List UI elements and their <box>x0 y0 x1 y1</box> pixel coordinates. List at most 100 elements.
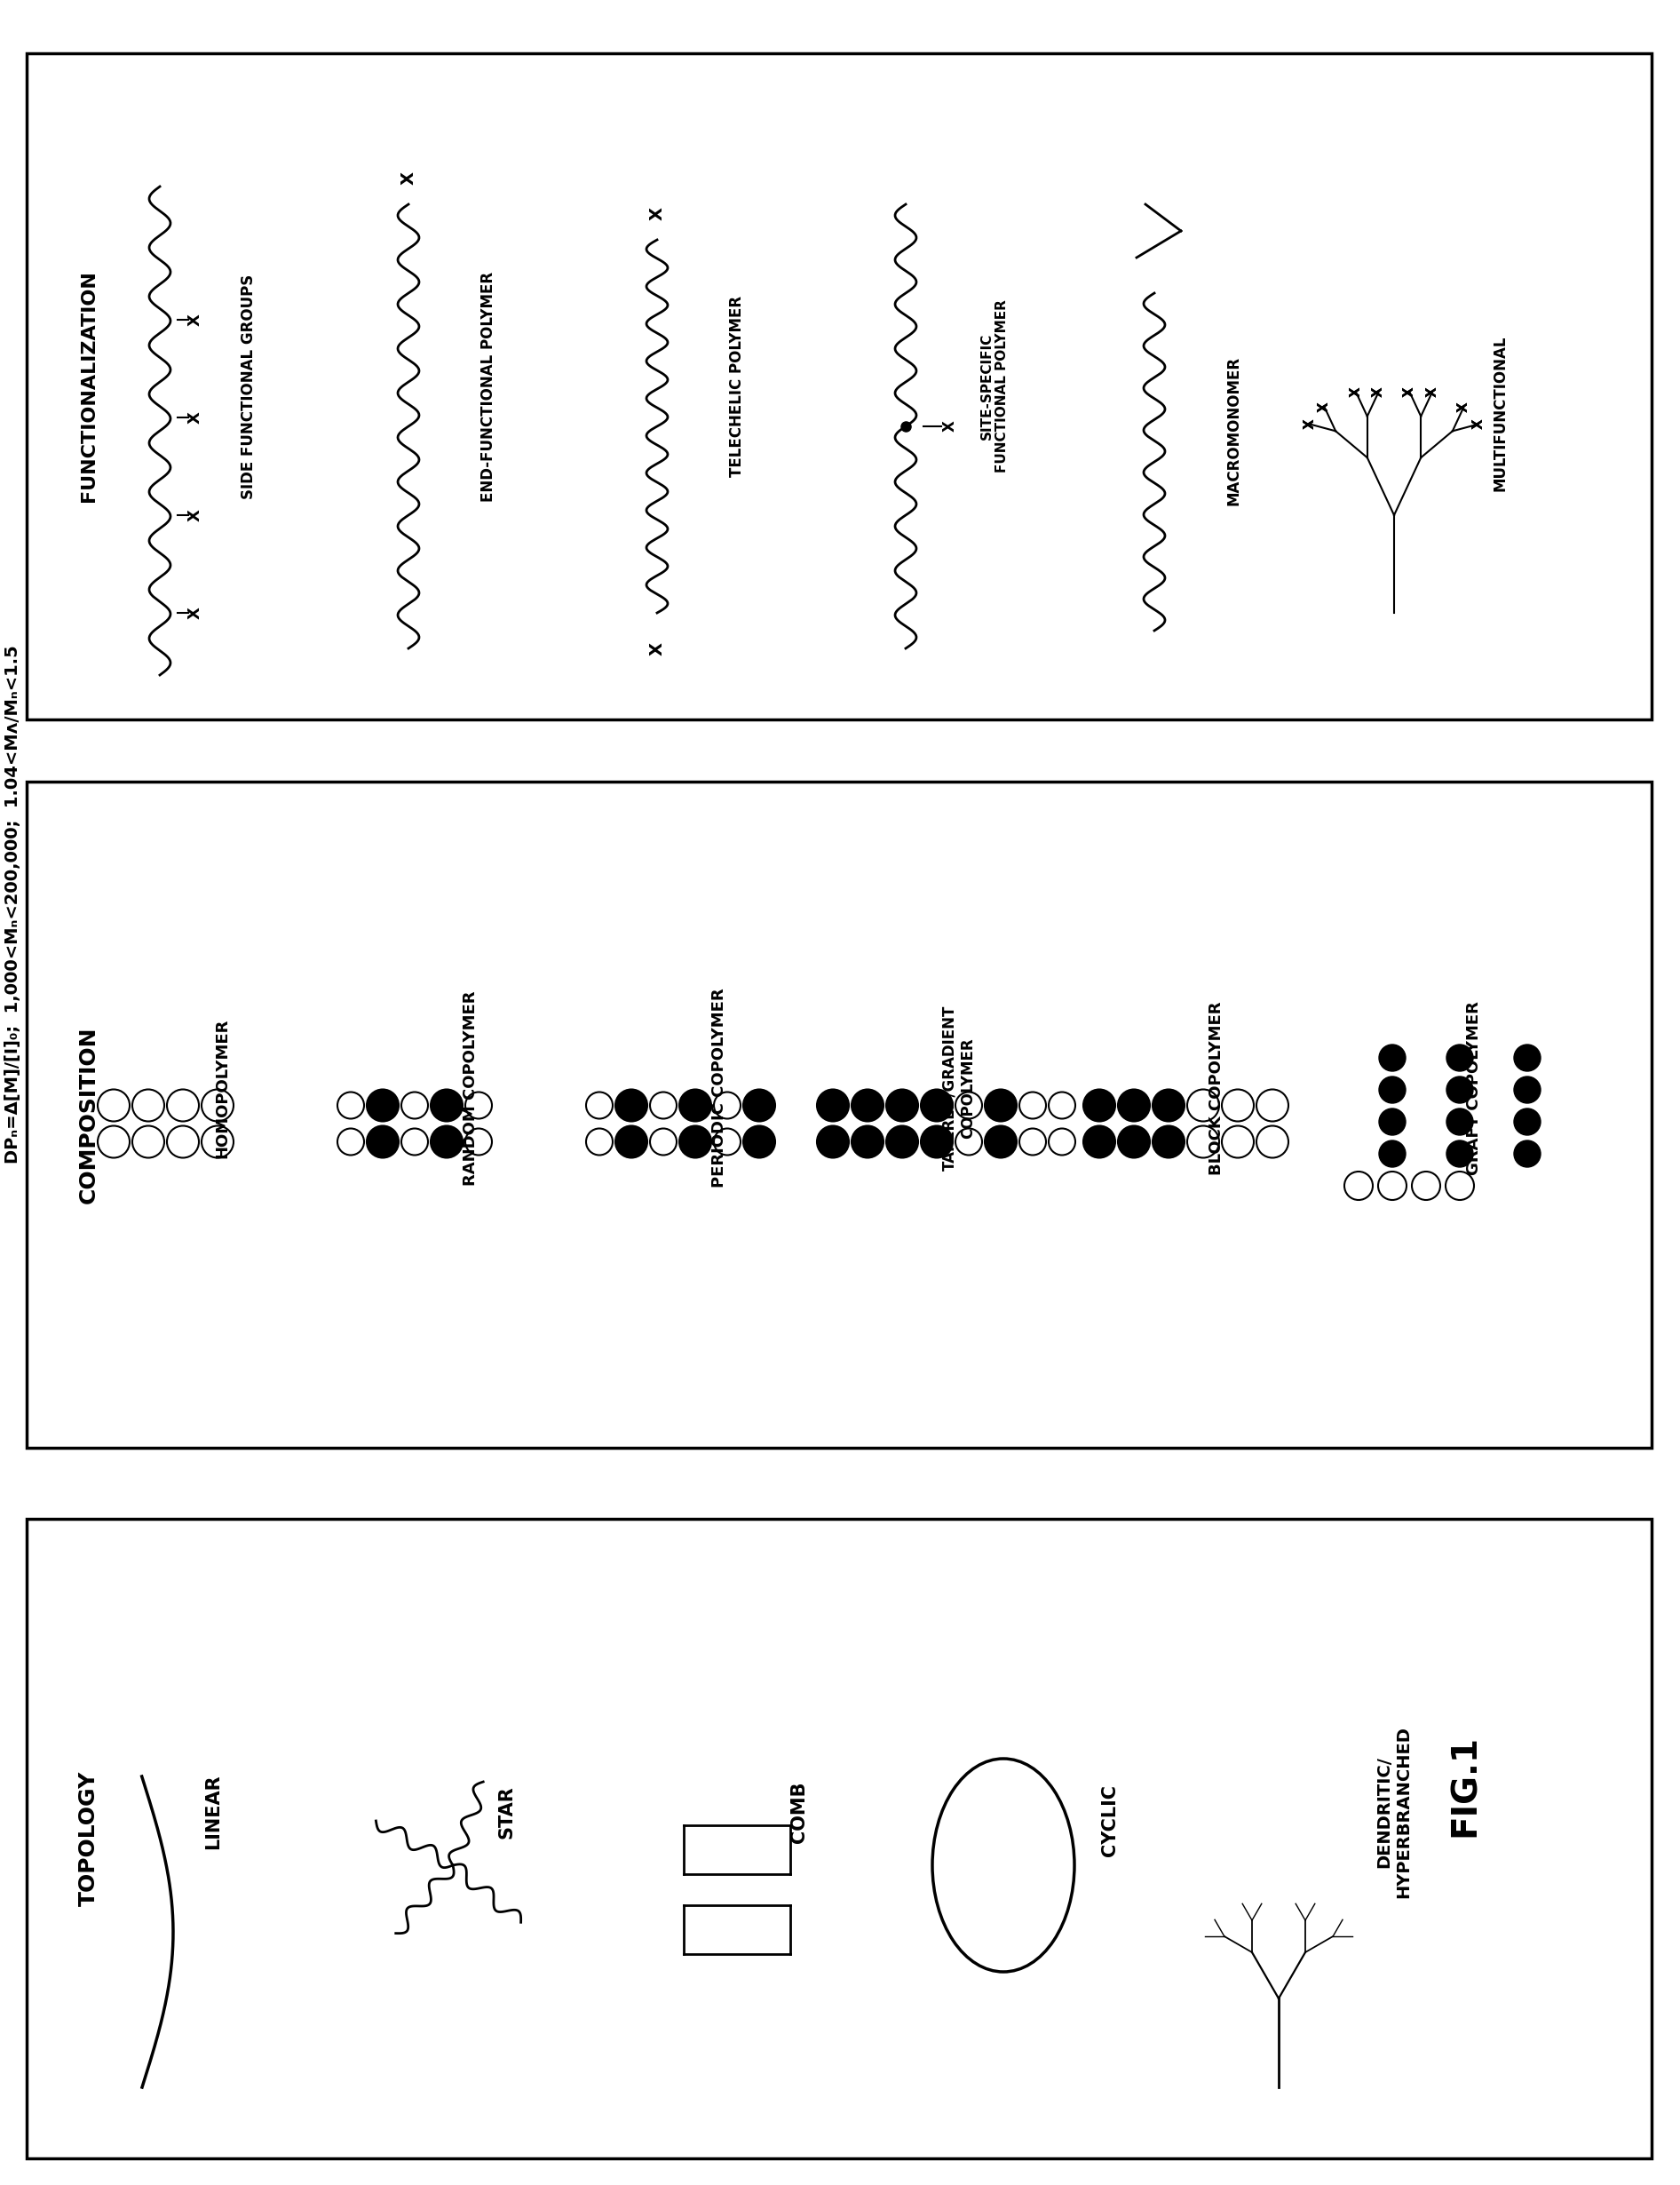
Text: X: X <box>1304 420 1317 428</box>
Circle shape <box>338 1092 365 1119</box>
Circle shape <box>586 1092 613 1119</box>
Circle shape <box>97 1090 129 1121</box>
Text: SITE-SPECIFIC
FUNCTIONAL POLYMER: SITE-SPECIFIC FUNCTIONAL POLYMER <box>979 299 1010 472</box>
Text: X: X <box>648 208 665 221</box>
Circle shape <box>650 1127 677 1156</box>
Circle shape <box>1048 1092 1075 1119</box>
Circle shape <box>852 1090 884 1121</box>
Circle shape <box>1188 1125 1220 1158</box>
Text: X: X <box>188 509 203 522</box>
Text: FIG.1: FIG.1 <box>1448 1735 1482 1835</box>
Circle shape <box>1152 1090 1184 1121</box>
Circle shape <box>956 1092 983 1119</box>
Circle shape <box>366 1125 398 1158</box>
Text: RANDOM COPOLYMER: RANDOM COPOLYMER <box>462 990 479 1186</box>
Circle shape <box>1020 1092 1047 1119</box>
Text: X: X <box>1349 387 1362 398</box>
Text: MULTIFUNCTIONAL: MULTIFUNCTIONAL <box>1492 334 1509 492</box>
Circle shape <box>1084 1125 1116 1158</box>
Circle shape <box>1117 1125 1149 1158</box>
Text: TELECHELIC POLYMER: TELECHELIC POLYMER <box>729 295 744 476</box>
Text: TAPERED/GRADIENT
COPOLYMER: TAPERED/GRADIENT COPOLYMER <box>942 1005 976 1171</box>
Circle shape <box>1379 1108 1406 1136</box>
Circle shape <box>133 1125 165 1158</box>
Circle shape <box>1445 1171 1473 1200</box>
Text: GRAFT COPOLYMER: GRAFT COPOLYMER <box>1467 1001 1482 1176</box>
Circle shape <box>1344 1171 1373 1200</box>
Circle shape <box>921 1125 953 1158</box>
Circle shape <box>743 1125 774 1158</box>
Circle shape <box>366 1090 398 1121</box>
Text: X: X <box>1426 387 1438 398</box>
Bar <box>27 782 1651 1449</box>
Text: HOMOPOLYMER: HOMOPOLYMER <box>213 1018 230 1158</box>
Circle shape <box>1446 1077 1473 1103</box>
Text: BLOCK COPOLYMER: BLOCK COPOLYMER <box>1208 1001 1225 1176</box>
Text: X: X <box>188 315 203 326</box>
Circle shape <box>1446 1108 1473 1136</box>
Circle shape <box>1379 1077 1406 1103</box>
Text: X: X <box>1317 402 1331 413</box>
Circle shape <box>984 1090 1016 1121</box>
Circle shape <box>166 1125 198 1158</box>
Bar <box>27 1519 1651 2159</box>
Circle shape <box>465 1127 492 1156</box>
Circle shape <box>402 1127 428 1156</box>
Text: DENDRITIC/
HYPERBRANCHED: DENDRITIC/ HYPERBRANCHED <box>1376 1726 1413 1899</box>
Text: X: X <box>1426 387 1438 398</box>
Text: PERIODIC COPOLYMER: PERIODIC COPOLYMER <box>711 988 727 1189</box>
Circle shape <box>852 1125 884 1158</box>
Circle shape <box>1514 1044 1541 1071</box>
Circle shape <box>885 1090 919 1121</box>
Text: X: X <box>1457 402 1470 413</box>
Text: CYCLIC: CYCLIC <box>1100 1785 1119 1857</box>
Text: X: X <box>1403 387 1416 398</box>
Circle shape <box>1378 1171 1406 1200</box>
Circle shape <box>1379 1044 1406 1071</box>
Text: X: X <box>188 607 203 618</box>
Circle shape <box>1020 1127 1047 1156</box>
Circle shape <box>1514 1141 1541 1167</box>
Circle shape <box>1257 1090 1289 1121</box>
Text: X: X <box>648 642 665 656</box>
Text: X: X <box>1472 420 1485 428</box>
Text: LINEAR: LINEAR <box>205 1774 222 1849</box>
Text: MACROMONOMER: MACROMONOMER <box>1226 356 1242 505</box>
Circle shape <box>202 1125 234 1158</box>
Circle shape <box>816 1125 848 1158</box>
Circle shape <box>1048 1127 1075 1156</box>
Circle shape <box>133 1090 165 1121</box>
Circle shape <box>679 1090 711 1121</box>
Circle shape <box>1446 1141 1473 1167</box>
Circle shape <box>586 1127 613 1156</box>
Circle shape <box>1152 1125 1184 1158</box>
Text: X: X <box>1403 387 1416 398</box>
Circle shape <box>1117 1090 1149 1121</box>
Circle shape <box>97 1125 129 1158</box>
Circle shape <box>984 1125 1016 1158</box>
Text: X: X <box>1373 387 1386 398</box>
Circle shape <box>1188 1090 1220 1121</box>
Text: X: X <box>188 411 203 424</box>
Circle shape <box>921 1090 953 1121</box>
Circle shape <box>166 1090 198 1121</box>
Circle shape <box>615 1125 647 1158</box>
Circle shape <box>743 1090 774 1121</box>
Circle shape <box>1221 1090 1253 1121</box>
Text: COMB: COMB <box>790 1781 808 1842</box>
Bar <box>27 52 1651 719</box>
Circle shape <box>1411 1171 1440 1200</box>
Circle shape <box>885 1125 919 1158</box>
Circle shape <box>430 1090 462 1121</box>
Circle shape <box>956 1127 983 1156</box>
Text: TOPOLOGY: TOPOLOGY <box>79 1770 99 1905</box>
Circle shape <box>714 1092 741 1119</box>
Circle shape <box>1446 1044 1473 1071</box>
Text: SIDE FUNCTIONAL GROUPS: SIDE FUNCTIONAL GROUPS <box>240 273 257 498</box>
Circle shape <box>1514 1077 1541 1103</box>
Circle shape <box>1084 1090 1116 1121</box>
Text: X: X <box>1317 402 1331 413</box>
Text: FUNCTIONALIZATION: FUNCTIONALIZATION <box>81 271 97 503</box>
Text: DPₙ=Δ[M]/[I]₀;  1,000<Mₙ<200,000;  1.04<Mᴧ/Mₙ<1.5: DPₙ=Δ[M]/[I]₀; 1,000<Mₙ<200,000; 1.04<Mᴧ… <box>5 645 22 1165</box>
Text: X: X <box>1472 420 1485 428</box>
